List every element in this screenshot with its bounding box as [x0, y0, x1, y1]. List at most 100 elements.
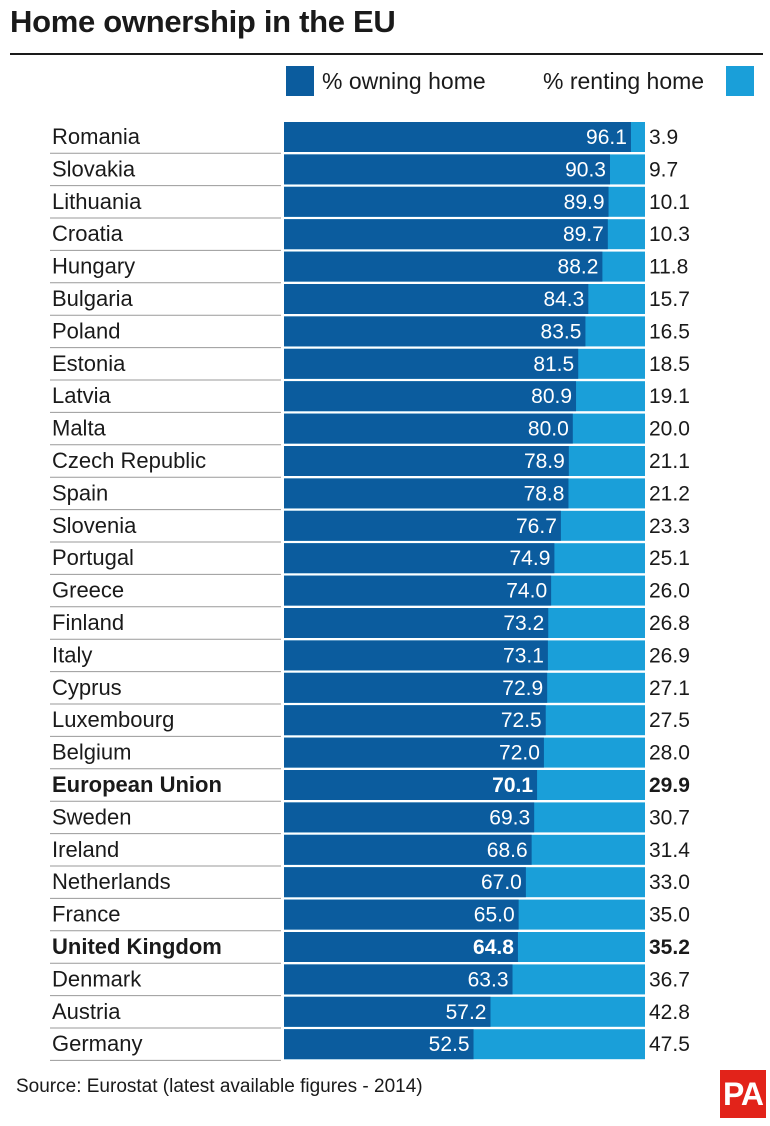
data-label-owning-netherlands: 67.0	[481, 871, 522, 894]
category-label-romania: Romania	[52, 124, 141, 149]
data-label-renting-european-union: 29.9	[649, 774, 690, 797]
bar-owning-malta	[284, 413, 573, 444]
bar-owning-spain	[284, 478, 569, 509]
data-label-renting-lithuania: 10.1	[649, 191, 690, 214]
data-label-renting-united-kingdom: 35.2	[649, 936, 690, 959]
legend: % owning home % renting home	[0, 66, 770, 96]
category-label-lithuania: Lithuania	[52, 189, 142, 214]
category-label-france: France	[52, 902, 120, 927]
data-label-renting-croatia: 10.3	[649, 223, 690, 246]
bar-owning-germany	[284, 1029, 474, 1060]
data-label-renting-denmark: 36.7	[649, 968, 690, 991]
legend-swatch-owning	[286, 66, 314, 96]
bar-owning-poland	[284, 316, 586, 347]
data-label-owning-united-kingdom: 64.8	[473, 936, 514, 959]
data-label-renting-italy: 26.9	[649, 644, 690, 667]
bar-owning-sweden	[284, 802, 535, 833]
bar-owning-romania	[284, 122, 631, 152]
bar-owning-slovakia	[284, 154, 610, 185]
data-label-renting-estonia: 18.5	[649, 353, 690, 376]
bar-owning-netherlands	[284, 867, 526, 898]
bar-owning-luxembourg	[284, 705, 546, 736]
category-label-croatia: Croatia	[52, 221, 124, 246]
data-label-renting-bulgaria: 15.7	[649, 288, 690, 311]
bar-owning-latvia	[284, 381, 577, 412]
category-label-poland: Poland	[52, 318, 121, 343]
data-label-renting-germany: 47.5	[649, 1033, 690, 1056]
category-label-malta: Malta	[52, 416, 107, 441]
category-label-austria: Austria	[52, 999, 121, 1024]
data-label-owning-croatia: 89.7	[563, 223, 604, 246]
category-label-germany: Germany	[52, 1031, 142, 1056]
bar-owning-austria	[284, 996, 491, 1027]
data-label-owning-poland: 83.5	[541, 320, 582, 343]
bar-owning-croatia	[284, 219, 608, 250]
data-label-owning-finland: 73.2	[503, 612, 544, 635]
legend-swatch-renting	[726, 66, 754, 96]
data-label-owning-latvia: 80.9	[531, 385, 572, 408]
data-label-owning-slovenia: 76.7	[516, 515, 557, 538]
data-label-renting-sweden: 30.7	[649, 806, 690, 829]
data-label-renting-france: 35.0	[649, 904, 690, 927]
bar-owning-slovenia	[284, 510, 561, 541]
chart-title: Home ownership in the EU	[10, 4, 396, 39]
data-label-owning-czech-republic: 78.9	[524, 450, 565, 473]
data-label-owning-lithuania: 89.9	[564, 191, 605, 214]
bar-chart: Romania 96.1 3.9 Slovakia 90.3 9.7 Lithuania 89…	[50, 122, 690, 1061]
data-label-renting-poland: 16.5	[649, 320, 690, 343]
data-label-owning-cyprus: 72.9	[502, 677, 543, 700]
category-label-greece: Greece	[52, 578, 124, 603]
data-label-renting-finland: 26.8	[649, 612, 690, 635]
category-label-bulgaria: Bulgaria	[52, 286, 133, 311]
category-label-luxembourg: Luxembourg	[52, 707, 174, 732]
data-label-renting-netherlands: 33.0	[649, 871, 690, 894]
category-label-sweden: Sweden	[52, 804, 132, 829]
data-label-renting-slovakia: 9.7	[649, 158, 678, 181]
data-label-owning-malta: 80.0	[528, 418, 569, 441]
data-label-owning-luxembourg: 72.5	[501, 709, 542, 732]
category-label-spain: Spain	[52, 480, 108, 505]
category-label-portugal: Portugal	[52, 545, 134, 570]
bar-owning-hungary	[284, 251, 603, 282]
category-label-united-kingdom: United Kingdom	[52, 934, 222, 959]
category-label-italy: Italy	[52, 642, 92, 667]
data-label-renting-malta: 20.0	[649, 418, 690, 441]
category-label-finland: Finland	[52, 610, 124, 635]
category-label-latvia: Latvia	[52, 383, 111, 408]
category-label-slovakia: Slovakia	[52, 156, 136, 181]
bar-owning-czech-republic	[284, 446, 569, 476]
data-label-renting-luxembourg: 27.5	[649, 709, 690, 732]
category-label-denmark: Denmark	[52, 966, 142, 991]
legend-label-renting: % renting home	[543, 68, 705, 94]
bar-owning-italy	[284, 640, 548, 671]
bar-owning-france	[284, 899, 519, 930]
category-label-cyprus: Cyprus	[52, 675, 122, 700]
bar-owning-european-union	[284, 770, 538, 800]
data-label-renting-spain: 21.2	[649, 482, 690, 505]
data-label-renting-slovenia: 23.3	[649, 515, 690, 538]
data-label-renting-romania: 3.9	[649, 126, 678, 149]
data-label-renting-latvia: 19.1	[649, 385, 690, 408]
data-label-renting-cyprus: 27.1	[649, 677, 690, 700]
bar-owning-finland	[284, 608, 549, 638]
data-label-owning-italy: 73.1	[503, 644, 544, 667]
data-label-renting-belgium: 28.0	[649, 742, 690, 765]
category-label-netherlands: Netherlands	[52, 869, 171, 894]
bar-owning-estonia	[284, 348, 579, 379]
data-label-owning-romania: 96.1	[586, 126, 627, 149]
bar-owning-belgium	[284, 737, 544, 768]
bar-owning-lithuania	[284, 186, 609, 217]
data-label-owning-germany: 52.5	[429, 1033, 470, 1056]
pa-logo: PA	[720, 1070, 766, 1118]
data-label-owning-hungary: 88.2	[558, 256, 599, 279]
category-label-slovenia: Slovenia	[52, 513, 137, 538]
data-label-owning-estonia: 81.5	[533, 353, 574, 376]
data-label-owning-belgium: 72.0	[499, 742, 540, 765]
category-label-european-union: European Union	[52, 772, 222, 797]
data-label-renting-hungary: 11.8	[649, 256, 688, 279]
data-label-owning-slovakia: 90.3	[565, 158, 606, 181]
data-label-renting-czech-republic: 21.1	[649, 450, 690, 473]
data-label-owning-bulgaria: 84.3	[543, 288, 584, 311]
data-label-owning-sweden: 69.3	[489, 806, 530, 829]
data-label-owning-greece: 74.0	[506, 580, 547, 603]
